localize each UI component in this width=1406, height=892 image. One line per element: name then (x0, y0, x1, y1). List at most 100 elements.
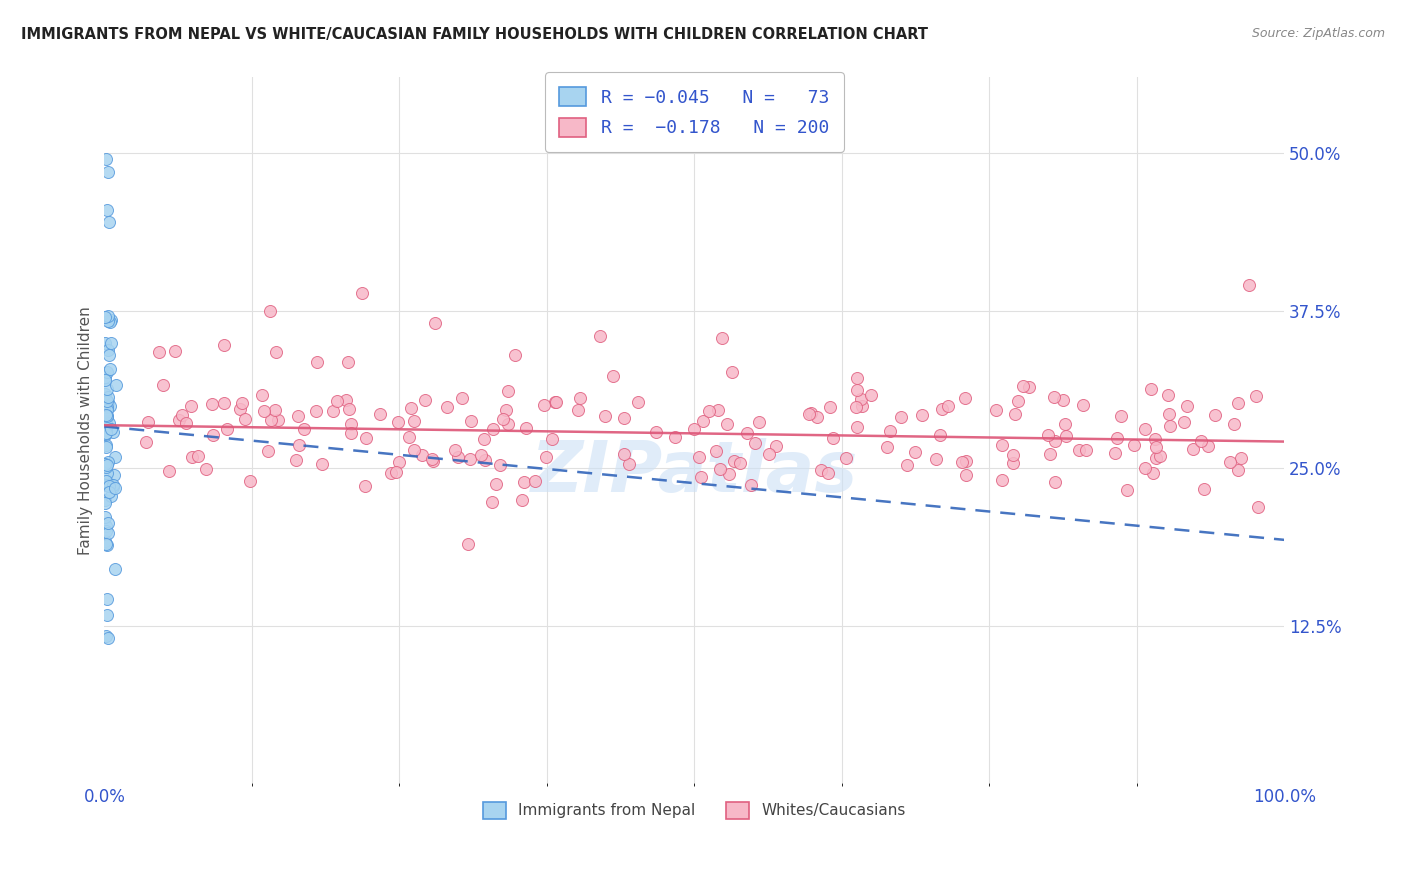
Point (104, 450, 127, 465)
Point (94, 457, 117, 471)
Point (955, 453, 977, 467)
Point (340, 426, 363, 441)
Point (890, 409, 912, 424)
Point (1157, 407, 1180, 421)
Point (96, 538, 118, 552)
Point (496, 417, 519, 432)
Point (931, 402, 953, 417)
Point (1043, 390, 1066, 404)
Point (305, 404, 328, 418)
Point (387, 415, 409, 429)
Point (96, 382, 118, 396)
Point (94, 370, 117, 384)
Point (98, 315, 121, 329)
Point (984, 403, 1007, 417)
Point (1052, 393, 1074, 408)
Point (515, 421, 537, 435)
Point (420, 451, 443, 466)
Point (524, 474, 547, 488)
Point (991, 438, 1014, 452)
Point (96, 608, 118, 623)
Point (1038, 428, 1060, 442)
Point (181, 450, 204, 464)
Point (1144, 440, 1167, 454)
Point (845, 420, 868, 434)
Point (498, 384, 520, 398)
Point (94, 426, 117, 441)
Point (201, 397, 224, 411)
Point (288, 438, 311, 452)
Point (1227, 395, 1250, 409)
Point (97, 310, 120, 324)
Point (402, 414, 425, 428)
Point (1173, 415, 1195, 429)
Point (704, 443, 727, 458)
Point (292, 422, 315, 436)
Point (96, 365, 118, 379)
Point (96, 409, 118, 423)
Point (94, 399, 117, 413)
Point (100, 336, 122, 351)
Point (136, 415, 159, 429)
Point (103, 468, 125, 483)
Point (482, 421, 505, 435)
Point (96, 400, 118, 414)
Point (284, 452, 307, 467)
Point (1115, 483, 1137, 497)
Point (340, 417, 363, 431)
Point (845, 400, 868, 414)
Point (94, 425, 117, 440)
Point (1139, 382, 1161, 396)
Legend: Immigrants from Nepal, Whites/Caucasians: Immigrants from Nepal, Whites/Caucasians (477, 796, 911, 825)
Point (879, 424, 901, 438)
Point (723, 453, 745, 467)
Point (613, 447, 636, 461)
Point (94, 417, 117, 432)
Point (337, 401, 360, 416)
Point (1107, 431, 1129, 445)
Point (97, 348, 120, 362)
Point (229, 401, 252, 416)
Point (925, 451, 948, 466)
Point (167, 413, 190, 427)
Point (458, 452, 481, 467)
Point (260, 413, 283, 427)
Point (457, 536, 479, 550)
Point (100, 421, 122, 435)
Point (540, 432, 562, 446)
Point (96, 440, 118, 454)
Point (1149, 450, 1171, 464)
Point (96, 202, 118, 217)
Point (589, 328, 612, 343)
Point (1144, 450, 1167, 465)
Point (94, 496, 117, 510)
Point (1122, 438, 1144, 452)
Point (744, 435, 766, 450)
Point (1007, 393, 1029, 408)
Point (717, 467, 740, 482)
Point (1012, 379, 1035, 393)
Point (1004, 407, 1026, 421)
Point (451, 392, 474, 406)
Point (100, 313, 122, 327)
Point (474, 432, 496, 446)
Point (1181, 442, 1204, 457)
Point (94, 524, 117, 538)
Point (96, 409, 118, 423)
Point (1133, 460, 1156, 475)
Point (716, 417, 738, 431)
Point (354, 479, 377, 493)
Point (849, 392, 872, 407)
Point (257, 444, 280, 458)
Point (97, 526, 120, 541)
Point (148, 345, 170, 359)
Point (1054, 417, 1077, 431)
Point (1074, 442, 1097, 457)
Point (846, 383, 869, 397)
Point (1237, 278, 1260, 293)
Point (287, 409, 309, 423)
Point (94, 518, 117, 533)
Point (94, 423, 117, 437)
Point (354, 431, 377, 445)
Point (94, 475, 117, 489)
